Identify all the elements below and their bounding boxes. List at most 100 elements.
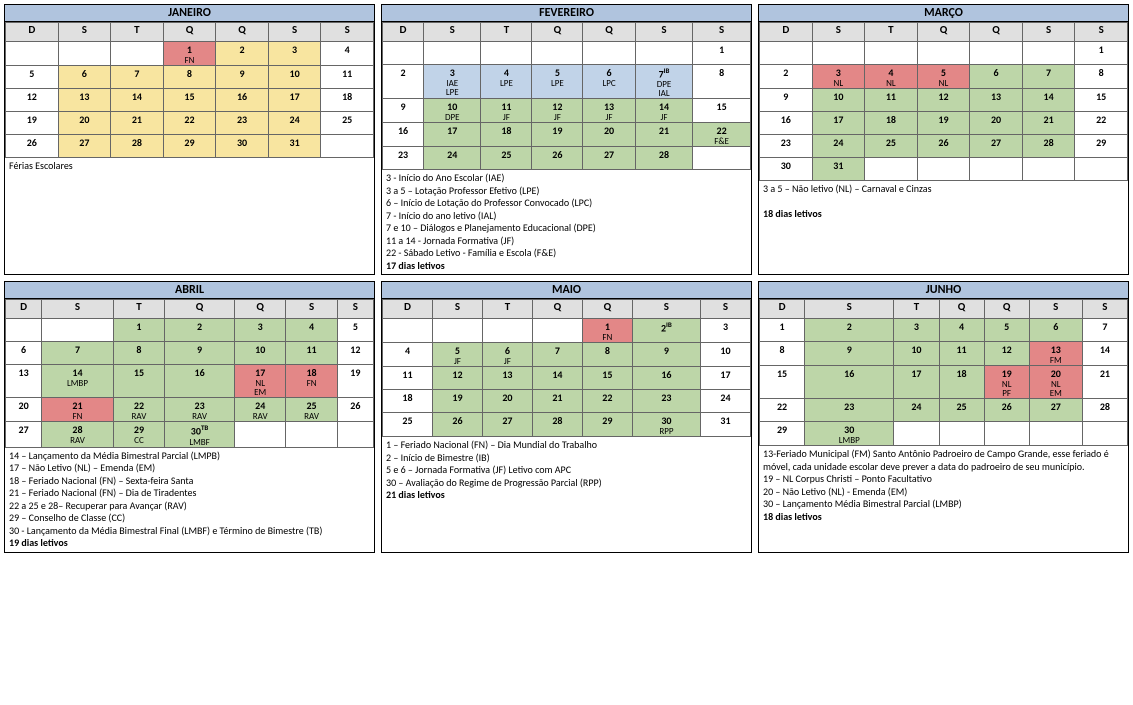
day-cell: 31	[812, 158, 865, 181]
day-number: 19	[6, 112, 58, 126]
day-number: 30	[633, 413, 700, 427]
day-number: 19	[918, 112, 970, 126]
day-cell	[482, 319, 532, 343]
day-cell: 3IAELPE	[424, 65, 481, 99]
day-cell: 29	[760, 422, 805, 446]
day-number: 10	[235, 342, 285, 356]
day-cell	[760, 42, 813, 65]
day-number: 11	[383, 367, 432, 381]
day-cell: 6JF	[482, 343, 532, 367]
day-cell: 17	[700, 367, 750, 390]
day-cell: 4	[286, 319, 337, 342]
day-number: 20	[483, 390, 532, 404]
day-header: D	[760, 300, 805, 319]
day-cell	[42, 319, 114, 342]
day-label: RPP	[633, 427, 700, 436]
day-cell: 17NLEM	[235, 365, 286, 398]
day-number: 2	[383, 65, 423, 79]
day-cell	[917, 158, 970, 181]
day-cell: 24	[700, 390, 750, 413]
month-title: JUNHO	[759, 282, 1128, 299]
day-cell: 31	[268, 135, 321, 158]
day-cell	[865, 158, 918, 181]
day-number: 16	[216, 89, 268, 103]
day-number: 13	[6, 365, 41, 379]
day-number: 4	[940, 319, 984, 333]
day-number: 8	[114, 342, 164, 356]
day-number: 13	[970, 89, 1022, 103]
day-cell: 18	[481, 123, 532, 147]
day-cell	[383, 319, 433, 343]
day-number: 30	[760, 158, 812, 172]
day-header: T	[482, 300, 532, 319]
day-cell	[917, 42, 970, 65]
day-cell	[939, 422, 984, 446]
day-header: Q	[970, 23, 1023, 42]
day-cell	[337, 422, 373, 447]
day-label: FN	[286, 379, 336, 388]
day-number: 13	[483, 367, 532, 381]
day-number: 14	[636, 99, 692, 113]
day-number: 8	[760, 342, 804, 356]
day-number: 26	[6, 135, 58, 149]
day-label: NL	[813, 79, 865, 88]
day-header: S	[1022, 23, 1075, 42]
day-number: 23	[760, 135, 812, 149]
day-cell: 13	[6, 365, 42, 398]
day-number: 11	[940, 342, 984, 356]
day-header: S	[812, 23, 865, 42]
day-number: 24	[235, 398, 285, 412]
day-cell: 15	[760, 366, 805, 399]
day-cell: 18FN	[286, 365, 337, 398]
day-number: 25	[865, 135, 917, 149]
day-label: LMBF	[165, 438, 234, 447]
day-number: 5	[985, 319, 1029, 333]
day-cell: 17	[894, 366, 939, 399]
day-number: 24	[813, 135, 865, 149]
day-header: Q	[163, 23, 216, 42]
day-number: 29	[760, 422, 804, 436]
note-line: 7 e 10 – Diálogos e Planejamento Educaci…	[386, 222, 747, 235]
day-cell: 3	[268, 42, 321, 66]
day-number: 1	[1075, 42, 1127, 56]
day-number: 10	[813, 89, 865, 103]
day-cell	[1075, 158, 1128, 181]
day-header: S	[1029, 300, 1082, 319]
day-number: 2	[805, 319, 893, 333]
day-label: FN	[164, 56, 216, 65]
day-number: 15	[114, 365, 164, 379]
day-cell: 14LMBP	[42, 365, 114, 398]
day-number: 21	[636, 123, 692, 137]
day-header: Q	[583, 23, 635, 42]
day-cell	[6, 319, 42, 342]
day-number: 15	[583, 367, 632, 381]
day-cell: 2	[165, 319, 235, 342]
day-cell: 24	[424, 147, 481, 170]
day-cell: 5	[337, 319, 373, 342]
day-cell: 10DPE	[424, 99, 481, 123]
day-label: RAV	[165, 412, 234, 421]
day-header: Q	[582, 300, 632, 319]
day-number: 25	[383, 413, 432, 427]
day-number: 7	[1023, 65, 1075, 79]
day-cell: 17	[812, 112, 865, 135]
day-number: 12	[6, 89, 58, 103]
note-line: 29 – Conselho de Classe (CC)	[9, 512, 370, 525]
day-number: 22	[693, 123, 750, 137]
day-number: 20	[59, 112, 111, 126]
day-cell	[532, 319, 582, 343]
note-line: 17 dias letivos	[386, 260, 747, 273]
day-number: 26	[532, 147, 582, 161]
day-number: 27	[483, 413, 532, 427]
day-number: 30TB	[165, 422, 234, 437]
day-number: 23	[383, 147, 423, 161]
day-cell: 25	[939, 399, 984, 422]
note-line: 17 – Não Letivo (NL) – Emenda (EM)	[9, 462, 370, 475]
day-number: 17	[424, 123, 480, 137]
day-number: 30	[805, 422, 893, 436]
day-label2: PF	[985, 389, 1029, 398]
day-cell: 9	[165, 342, 235, 365]
day-header: Q	[917, 23, 970, 42]
month-title: MARÇO	[759, 5, 1128, 22]
day-number: 28	[636, 147, 692, 161]
